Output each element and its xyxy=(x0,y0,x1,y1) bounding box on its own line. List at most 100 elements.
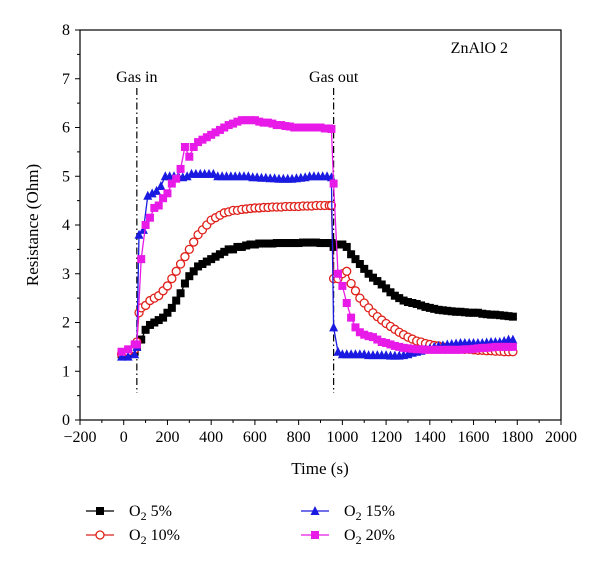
data-point xyxy=(130,349,140,359)
data-point xyxy=(145,320,154,329)
data-point xyxy=(421,345,430,354)
data-point xyxy=(403,344,412,353)
data-point xyxy=(264,239,273,248)
legend-label: O2 15% xyxy=(344,503,395,523)
data-point xyxy=(285,239,294,248)
legend-marker xyxy=(311,531,319,539)
data-point xyxy=(350,286,361,296)
data-point xyxy=(272,239,281,248)
data-point xyxy=(399,296,408,305)
data-point xyxy=(202,257,211,266)
data-point xyxy=(504,312,513,321)
data-point xyxy=(473,344,482,353)
legend-item: O2 5% xyxy=(86,503,172,523)
y-tick-label: 4 xyxy=(62,217,70,234)
data-point xyxy=(259,118,268,127)
data-point xyxy=(189,237,199,247)
data-point xyxy=(185,152,194,161)
data-point xyxy=(242,241,251,250)
data-point xyxy=(189,143,198,151)
data-point xyxy=(167,273,177,284)
data-point xyxy=(224,121,233,130)
data-point xyxy=(159,194,168,203)
data-point xyxy=(277,121,286,130)
plot-frame xyxy=(79,29,562,421)
data-point xyxy=(364,269,373,278)
data-point xyxy=(220,123,229,132)
data-point xyxy=(176,164,185,173)
legend-marker xyxy=(95,530,105,540)
data-point xyxy=(395,342,404,351)
data-point xyxy=(290,239,299,248)
x-tick-label: 1400 xyxy=(414,429,446,446)
data-point xyxy=(123,351,133,361)
data-point xyxy=(198,135,207,144)
data-point xyxy=(163,308,172,317)
y-tick-label: 6 xyxy=(62,120,70,137)
data-point xyxy=(465,345,474,354)
data-point xyxy=(395,294,404,303)
data-point xyxy=(180,252,190,262)
x-tick-label: 2000 xyxy=(545,429,577,446)
data-point xyxy=(434,305,443,314)
data-point xyxy=(272,121,281,130)
data-point xyxy=(281,239,290,248)
data-point xyxy=(147,188,157,198)
data-point xyxy=(443,306,452,315)
data-point xyxy=(152,185,162,195)
data-point xyxy=(255,239,264,248)
x-axis: −200 0 200 400 600 800 1000 1200 1400 1600 1800 200… xyxy=(63,420,577,446)
series-line xyxy=(121,119,513,353)
data-point xyxy=(408,344,417,353)
data-point xyxy=(189,267,198,276)
data-point xyxy=(242,116,251,125)
data-point xyxy=(430,304,439,313)
data-point xyxy=(299,238,308,247)
data-point xyxy=(167,303,176,312)
data-point xyxy=(294,239,303,248)
data-point xyxy=(456,307,465,316)
data-point xyxy=(355,328,364,337)
data-point xyxy=(386,340,395,349)
data-point xyxy=(342,299,351,307)
data-point xyxy=(307,123,316,132)
data-point xyxy=(478,309,487,318)
y-tick-label: 1 xyxy=(62,363,70,380)
data-point xyxy=(180,279,189,288)
data-point xyxy=(347,250,356,259)
data-point xyxy=(491,342,500,351)
data-point xyxy=(176,289,185,298)
data-point xyxy=(338,240,347,249)
event-label: Gas in xyxy=(116,69,157,86)
data-point xyxy=(412,345,421,354)
data-point xyxy=(434,345,443,354)
series-3 xyxy=(117,116,517,356)
data-point xyxy=(264,118,273,127)
data-point xyxy=(412,299,421,308)
data-point xyxy=(154,316,163,325)
data-point xyxy=(303,123,312,132)
data-point xyxy=(316,123,325,132)
data-point xyxy=(268,239,277,248)
data-point xyxy=(460,308,469,317)
legend-item: O2 15% xyxy=(301,503,395,523)
data-point xyxy=(320,124,329,133)
x-tick-label: 800 xyxy=(287,429,311,446)
data-point xyxy=(246,240,255,249)
data-point xyxy=(316,239,325,248)
data-point xyxy=(194,138,203,147)
data-point xyxy=(465,308,474,317)
data-point xyxy=(452,345,461,354)
data-point xyxy=(491,310,500,319)
data-point xyxy=(377,280,386,289)
x-tick-label: 1800 xyxy=(501,429,533,446)
data-point xyxy=(184,244,194,255)
x-tick-label: 1200 xyxy=(370,429,402,446)
data-point xyxy=(333,269,342,278)
data-point xyxy=(478,343,487,352)
data-point xyxy=(425,303,434,312)
data-point xyxy=(495,342,504,351)
data-point xyxy=(211,252,220,261)
data-point xyxy=(117,347,126,356)
